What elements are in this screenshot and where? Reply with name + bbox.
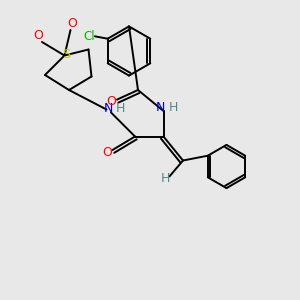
Text: O: O [107, 95, 116, 108]
Text: O: O [68, 17, 77, 30]
Text: S: S [62, 47, 70, 61]
Text: H: H [168, 101, 178, 114]
Text: H: H [115, 102, 125, 116]
Text: N: N [103, 102, 113, 116]
Text: N: N [156, 101, 165, 114]
Text: Cl: Cl [83, 30, 94, 43]
Text: H: H [160, 172, 170, 185]
Text: O: O [34, 29, 43, 42]
Text: O: O [102, 146, 112, 159]
